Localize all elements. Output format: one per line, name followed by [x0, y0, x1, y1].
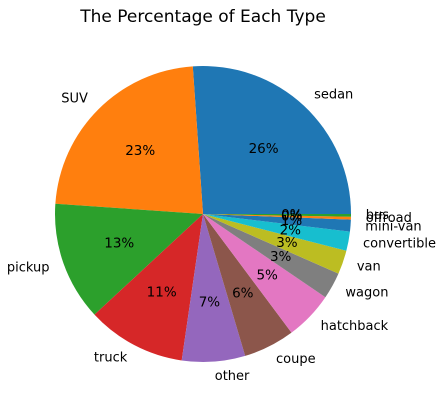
slice-percentage-label: 26% [249, 141, 279, 157]
slice-category-label: van [357, 260, 381, 275]
pie-slice-offroad [203, 214, 351, 220]
slice-category-label: offroad [366, 211, 412, 226]
pie-slice-wagon [203, 214, 339, 298]
pie-labels: sedan 26% SUV 23% pickup 13% truck 11% other 7% co… [7, 87, 436, 383]
pie-slice-suv [55, 66, 203, 214]
slice-category-label: hatchback [321, 319, 389, 334]
slice-category-label: pickup [7, 261, 50, 276]
slice-category-label: mini-van [365, 219, 421, 234]
slice-category-label: convertible [363, 237, 436, 252]
slice-percentage-label: 5% [256, 267, 278, 283]
pie-slice-other [181, 214, 246, 363]
slice-percentage-label: 1% [281, 213, 303, 229]
pie-slice-pickup [54, 203, 204, 315]
slice-percentage-label: 13% [104, 236, 134, 252]
slice-percentage-label: 0% [281, 209, 303, 225]
pie-slice-van [203, 214, 347, 274]
chart-title: The Percentage of Each Type [79, 7, 326, 27]
slice-percentage-label: 23% [125, 143, 155, 159]
slice-percentage-label: 3% [276, 235, 298, 251]
pie-slices [54, 65, 351, 363]
slice-percentage-label: 7% [199, 295, 221, 311]
pie-slice-mini-van [203, 214, 351, 232]
pie-slice-bus [203, 214, 351, 217]
pie-slice-coupe [203, 214, 292, 356]
pie-slice-sedan [192, 65, 351, 214]
slice-percentage-label: 0% [281, 207, 303, 223]
slice-category-label: SUV [61, 91, 88, 106]
slice-category-label: wagon [345, 285, 388, 300]
pie-slice-convertible [203, 214, 350, 251]
slice-category-label: coupe [276, 352, 316, 367]
slice-category-label: bus [366, 208, 389, 223]
slice-percentage-label: 2% [280, 222, 302, 238]
slice-category-label: truck [94, 351, 128, 366]
slice-percentage-label: 6% [232, 285, 254, 301]
pie-slice-hatchback [203, 214, 326, 333]
slice-percentage-label: 11% [147, 285, 177, 301]
pie-slice-truck [94, 214, 203, 361]
slice-category-label: other [215, 369, 250, 384]
slice-percentage-label: 3% [270, 249, 292, 265]
slice-category-label: sedan [314, 87, 353, 102]
